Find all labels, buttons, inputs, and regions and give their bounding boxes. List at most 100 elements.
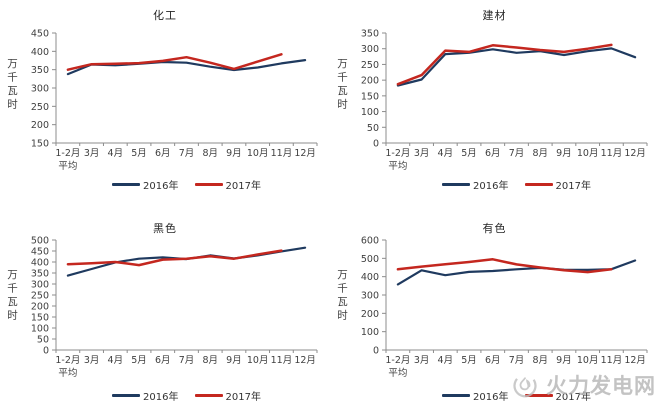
legend-item-2016: 2016年 — [112, 177, 179, 192]
y-tick-label: 450 — [31, 29, 49, 40]
y-tick-label: 250 — [31, 102, 49, 113]
y-tick-label: 300 — [31, 280, 49, 291]
x-tick-label: 1-2月 — [55, 148, 80, 159]
x-tick-label: 10月 — [577, 148, 599, 159]
x-tick-label-second-line: 平均 — [388, 160, 407, 172]
y-tick-label: 400 — [31, 258, 49, 269]
x-tick-label: 3月 — [84, 355, 100, 366]
y-tick-label: 150 — [31, 313, 49, 324]
y-axis-title: 万千瓦时 — [6, 269, 18, 323]
x-tick-label: 1-2月 — [385, 148, 410, 159]
legend-item-2016: 2016年 — [442, 388, 509, 403]
x-tick-label: 9月 — [226, 148, 242, 159]
x-tick-label: 3月 — [84, 148, 100, 159]
x-tick-label-second-line: 平均 — [58, 160, 77, 172]
y-tick-label: 350 — [31, 65, 49, 76]
legend-label-2016: 2016年 — [143, 180, 179, 192]
chart-panel-ferrous-metals: 黑色 万千瓦时 0 50 100 150 200 250 300 350 400 450 500 1-… — [0, 207, 330, 415]
x-tick-label: 5月 — [461, 355, 477, 366]
y-tick-label: 200 — [361, 309, 379, 320]
legend-label-2017: 2017年 — [225, 180, 261, 192]
x-tick-label: 4月 — [108, 355, 124, 366]
x-tick-label: 9月 — [556, 355, 572, 366]
plot-area: 150 200 250 300 350 400 450 1-2月 3月 4月 5月 6月 7月 8月 9月 1… — [31, 29, 318, 172]
y-tick-label: 350 — [361, 29, 379, 40]
y-tick-label: 300 — [361, 44, 379, 55]
y-tick-label: 100 — [361, 107, 379, 118]
legend-item-2017: 2017年 — [194, 177, 261, 192]
y-tick-label: 350 — [31, 269, 49, 280]
chart-title: 化工 — [153, 9, 177, 22]
x-tick-label: 7月 — [179, 148, 195, 159]
x-tick-label: 3月 — [414, 355, 430, 366]
x-tick-label: 11月 — [601, 148, 623, 159]
x-tick-label: 6月 — [155, 355, 171, 366]
x-tick-label: 12月 — [624, 148, 646, 159]
x-tick-label: 5月 — [461, 148, 477, 159]
x-tick-label: 5月 — [131, 148, 147, 159]
y-tick-label: 150 — [31, 139, 49, 150]
y-tick-label: 600 — [361, 236, 379, 247]
legend-line-swatch-2016 — [442, 393, 471, 397]
y-tick-label: 200 — [361, 76, 379, 87]
x-tick-label-second-line: 平均 — [58, 367, 77, 379]
x-tick-label: 7月 — [509, 355, 525, 366]
series-line-2016 — [396, 47, 637, 87]
legend-line-swatch-2016 — [112, 182, 141, 186]
x-tick-label: 12月 — [624, 355, 646, 366]
y-tick-label: 150 — [361, 91, 379, 102]
legend: 2016年 2017年 — [386, 387, 647, 403]
legend-line-swatch-2017 — [194, 182, 223, 186]
legend-line-swatch-2017 — [524, 182, 553, 186]
x-tick-label: 4月 — [438, 148, 454, 159]
y-tick-label: 50 — [37, 335, 49, 346]
series-line-2017 — [396, 258, 613, 274]
x-tick-label: 8月 — [202, 355, 218, 366]
x-tick-label: 12月 — [294, 355, 316, 366]
x-tick-label: 8月 — [532, 148, 548, 159]
series-line-2016 — [396, 259, 637, 286]
legend: 2016年 2017年 — [386, 176, 647, 192]
y-tick-label: 450 — [31, 247, 49, 258]
legend-line-swatch-2016 — [442, 182, 471, 186]
x-tick-label: 6月 — [485, 148, 501, 159]
x-tick-label: 10月 — [577, 355, 599, 366]
y-tick-label: 200 — [31, 120, 49, 131]
plot-area: 0 100 200 300 400 500 600 1-2月 3月 4月 5月 6月 7月 8月 9月 10月… — [361, 236, 648, 379]
legend-label-2016: 2016年 — [473, 391, 509, 403]
legend: 2016年 2017年 — [56, 176, 317, 192]
legend-line-swatch-2016 — [112, 393, 141, 397]
y-tick-label: 200 — [31, 302, 49, 313]
legend-item-2017: 2017年 — [194, 388, 261, 403]
x-tick-label: 4月 — [108, 148, 124, 159]
legend-line-swatch-2017 — [194, 393, 223, 397]
y-tick-label: 400 — [361, 272, 379, 283]
y-tick-label: 0 — [373, 346, 379, 357]
x-tick-label: 1-2月 — [385, 355, 410, 366]
y-axis-title: 万千瓦时 — [336, 58, 348, 112]
legend-label-2016: 2016年 — [143, 391, 179, 403]
y-tick-label: 500 — [31, 236, 49, 247]
chart-panel-building-materials: 建材 万千瓦时 0 50 100 150 200 250 300 350 1-2月 3月 4月 5月 6… — [330, 0, 659, 208]
y-tick-label: 300 — [361, 291, 379, 302]
y-tick-label: 0 — [43, 346, 49, 357]
x-tick-label: 9月 — [556, 148, 572, 159]
y-tick-label: 100 — [361, 327, 379, 338]
x-tick-label: 11月 — [271, 148, 293, 159]
x-tick-label: 8月 — [202, 148, 218, 159]
y-axis-title: 万千瓦时 — [336, 269, 348, 323]
chart-panel-chemical: 化工 万千瓦时 150 200 250 300 350 400 450 1-2月 3月 4月 5月 6… — [0, 0, 330, 208]
x-tick-label: 6月 — [155, 148, 171, 159]
y-tick-label: 250 — [361, 60, 379, 71]
x-tick-label: 11月 — [601, 355, 623, 366]
x-tick-label: 9月 — [226, 355, 242, 366]
legend-item-2016: 2016年 — [112, 388, 179, 403]
x-tick-label: 6月 — [485, 355, 501, 366]
y-tick-label: 500 — [361, 254, 379, 265]
x-tick-label: 1-2月 — [55, 355, 80, 366]
y-tick-label: 300 — [31, 84, 49, 95]
legend-label-2017: 2017年 — [555, 180, 591, 192]
legend-label-2017: 2017年 — [225, 391, 261, 403]
y-axis-title: 万千瓦时 — [6, 58, 18, 112]
